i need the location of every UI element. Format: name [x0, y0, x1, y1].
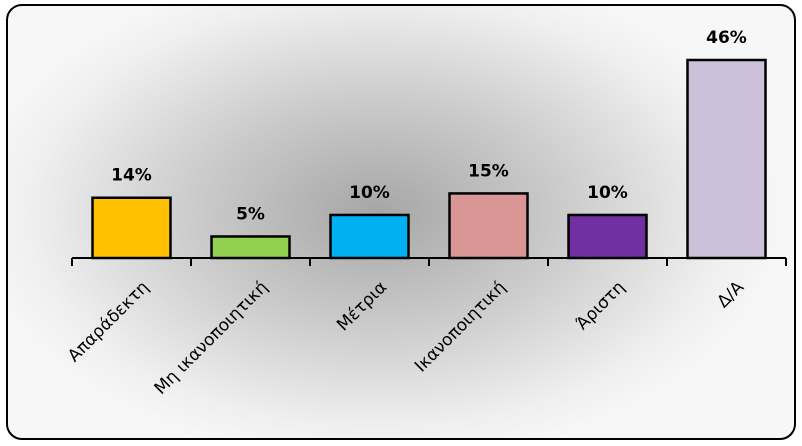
data-label: 14% [111, 166, 152, 186]
category-label: Μη ικανοποιητική [151, 277, 272, 398]
x-axis-group [71, 257, 787, 266]
data-label: 15% [468, 161, 509, 181]
category-label: Απαράδεκτη [64, 277, 153, 366]
data-label: 10% [587, 183, 628, 203]
bar [91, 196, 172, 260]
chart-frame: 14% 5% 10% 15% 10% 46% Απαράδεκτη Μη ικανοποιη… [6, 4, 796, 440]
category-label: Ικανοποιητική [411, 277, 510, 376]
bar [448, 192, 529, 260]
category-label: Μέτρια [333, 277, 391, 335]
category-label: Δ/Α [713, 277, 748, 312]
data-label: 5% [236, 204, 265, 224]
bar [567, 213, 648, 260]
data-labels-group: 14% 5% 10% 15% 10% 46% [111, 28, 747, 224]
data-label: 46% [706, 28, 747, 48]
bars-group [91, 58, 767, 260]
data-label: 10% [349, 183, 390, 203]
bar [686, 58, 767, 260]
category-label: Άριστη [572, 277, 629, 334]
bar [329, 213, 410, 260]
bar [210, 235, 291, 260]
